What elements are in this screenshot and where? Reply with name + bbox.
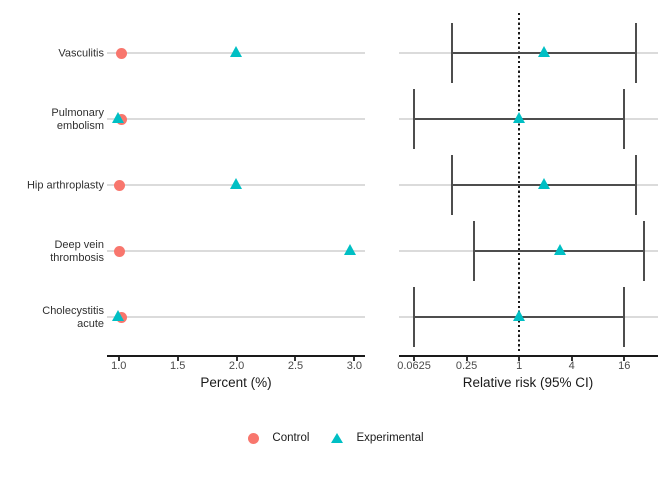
experimental-point-marker (230, 46, 243, 57)
ci-cap-high (635, 155, 638, 215)
legend-item-control: Control (248, 432, 309, 444)
x-axis-tick (294, 356, 297, 361)
legend: Control Experimental (0, 430, 672, 446)
x-axis-tick (465, 356, 468, 361)
control-circle-icon (248, 432, 260, 444)
x-tick-label: 2.0 (228, 360, 245, 372)
relative-risk-point-marker (537, 46, 550, 57)
category-label: Pulmonary embolism (51, 107, 104, 132)
legend-label-control: Control (272, 432, 310, 444)
x-axis-tick (176, 356, 179, 361)
x-axis-tick (235, 356, 238, 361)
x-axis-tick (570, 356, 573, 361)
experimental-point-marker (112, 310, 125, 321)
experimental-point-marker (112, 112, 125, 123)
ci-cap-high (622, 89, 625, 149)
experimental-point-marker (230, 178, 243, 189)
control-point-marker (115, 47, 127, 59)
ci-cap-low (413, 287, 416, 347)
experimental-triangle-icon (331, 433, 344, 443)
x-tick-label: 1.0 (111, 360, 127, 372)
ci-cap-low (450, 155, 453, 215)
relative-risk-point-marker (512, 112, 525, 123)
x-tick-label: 0.25 (455, 360, 478, 372)
x-axis-line (399, 354, 658, 357)
x-axis-title-relative-risk: Relative risk (95% CI) (462, 375, 594, 390)
x-tick-label: 2.5 (287, 360, 304, 372)
category-label: Hip arthroplasty (26, 179, 104, 192)
category-label: Cholecystitis acute (42, 305, 104, 330)
x-axis-line (107, 354, 365, 357)
legend-label-experimental: Experimental (356, 432, 424, 444)
ci-cap-high (643, 221, 646, 281)
x-axis-title-percent: Percent (%) (200, 375, 272, 390)
x-tick-label: 1.5 (170, 360, 186, 372)
control-point-marker (114, 179, 126, 191)
relative-risk-point-marker (512, 310, 525, 321)
x-axis-tick (518, 356, 521, 361)
x-axis-tick (413, 356, 416, 361)
category-label: Vasculitis (58, 47, 104, 60)
x-tick-label: 16 (618, 360, 631, 372)
x-tick-label: 1 (516, 360, 523, 372)
relative-risk-point-marker (537, 178, 550, 189)
x-axis-tick (117, 356, 120, 361)
x-tick-label: 4 (568, 360, 575, 372)
relative-risk-point-marker (553, 244, 566, 255)
ci-cap-high (635, 23, 638, 83)
experimental-point-marker (344, 244, 357, 255)
ci-cap-low (450, 23, 453, 83)
x-axis-tick (353, 356, 356, 361)
x-axis-tick (623, 356, 626, 361)
legend-item-experimental: Experimental (331, 432, 424, 444)
ci-cap-high (622, 287, 625, 347)
row-line-left-panel (107, 118, 365, 120)
row-line-left-panel (107, 250, 365, 252)
ci-cap-low (472, 221, 475, 281)
reference-line-rr-1 (518, 13, 521, 352)
x-tick-label: 0.0625 (397, 360, 431, 372)
row-line-left-panel (107, 316, 365, 318)
x-tick-label: 3.0 (346, 360, 363, 372)
control-point-marker (114, 245, 126, 257)
ci-cap-low (413, 89, 416, 149)
category-label: Deep vein thrombosis (50, 239, 104, 264)
